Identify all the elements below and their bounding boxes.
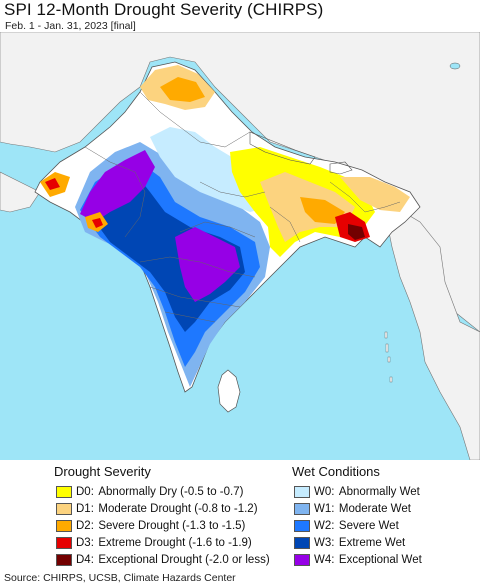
legend-item-d0: D0: Abnormally Dry (-0.5 to -0.7): [56, 483, 243, 500]
drought-d3-afghan: [45, 178, 60, 190]
legend-label-d4: Exceptional Drought (-2.0 or less): [98, 553, 270, 566]
drought-d1-northeast: [340, 177, 410, 212]
swatch-w4: [294, 553, 310, 566]
source-credit: Source: CHIRPS, UCSB, Climate Hazards Ce…: [4, 572, 236, 584]
legend-code-w2: W2:: [314, 519, 335, 532]
map-subtitle: Feb. 1 - Jan. 31, 2023 [final]: [5, 20, 136, 32]
legend-label-d3: Extreme Drought (-1.6 to -1.9): [98, 536, 252, 549]
swatch-w0: [294, 485, 310, 498]
drought-d3-karachi: [92, 218, 103, 228]
legend-item-d3: D3: Extreme Drought (-1.6 to -1.9): [56, 534, 252, 551]
legend: Drought Severity Wet Conditions D0: Abno…: [0, 460, 480, 572]
drought-map: [0, 32, 480, 460]
legend-code-w1: W1:: [314, 502, 335, 515]
legend-label-w2: Severe Wet: [338, 519, 399, 532]
legend-code-w3: W3:: [314, 536, 335, 549]
legend-item-w1: W1: Moderate Wet: [294, 500, 411, 517]
nepal-border: [249, 131, 316, 165]
swatch-w2: [294, 519, 310, 532]
drought-d4-bangladesh: [348, 224, 365, 240]
wet-legend-title: Wet Conditions: [292, 464, 380, 479]
legend-label-w0: Abnormally Wet: [338, 485, 420, 498]
wet-w4-pakistan: [80, 150, 155, 222]
legend-code-w4: W4:: [314, 553, 335, 566]
legend-item-w0: W0: Abnormally Wet: [294, 483, 420, 500]
legend-code-d1: D1:: [76, 502, 94, 515]
sri-lanka: [217, 369, 241, 413]
legend-item-w4: W4: Exceptional Wet: [294, 551, 422, 568]
legend-label-d0: Abnormally Dry (-0.5 to -0.7): [98, 485, 244, 498]
legend-code-d3: D3:: [76, 536, 94, 549]
andaman-islands: [384, 331, 393, 383]
legend-label-w3: Extreme Wet: [338, 536, 406, 549]
legend-label-w4: Exceptional Wet: [338, 553, 422, 566]
swatch-w3: [294, 536, 310, 549]
legend-code-d0: D0:: [76, 485, 94, 498]
swatch-d1: [56, 502, 72, 515]
legend-code-d2: D2:: [76, 519, 94, 532]
legend-label-d2: Severe Drought (-1.3 to -1.5): [98, 519, 246, 532]
bhutan-border: [329, 161, 353, 175]
legend-item-d1: D1: Moderate Drought (-0.8 to -1.2): [56, 500, 258, 517]
legend-code-w0: W0:: [314, 485, 335, 498]
map-title: SPI 12-Month Drought Severity (CHIRPS): [4, 0, 324, 19]
swatch-d2: [56, 519, 72, 532]
drought-d2-north: [160, 77, 205, 102]
legend-item-w3: W3: Extreme Wet: [294, 534, 405, 551]
legend-label-w1: Moderate Wet: [338, 502, 411, 515]
legend-item-d4: D4: Exceptional Drought (-2.0 or less): [56, 551, 270, 568]
borders: [84, 91, 401, 323]
drought-legend-title: Drought Severity: [54, 464, 151, 479]
swatch-d0: [56, 485, 72, 498]
legend-item-w2: W2: Severe Wet: [294, 517, 399, 534]
swatch-w1: [294, 502, 310, 515]
arabian-land: [0, 171, 41, 213]
southeast-asia-land: [387, 206, 480, 460]
legend-code-d4: D4:: [76, 553, 94, 566]
drought-d2-east: [300, 197, 345, 224]
swatch-d3: [56, 536, 72, 549]
swatch-d4: [56, 553, 72, 566]
lake-icon: [449, 62, 461, 70]
legend-label-d1: Moderate Drought (-0.8 to -1.2): [98, 502, 258, 515]
legend-item-d2: D2: Severe Drought (-1.3 to -1.5): [56, 517, 245, 534]
